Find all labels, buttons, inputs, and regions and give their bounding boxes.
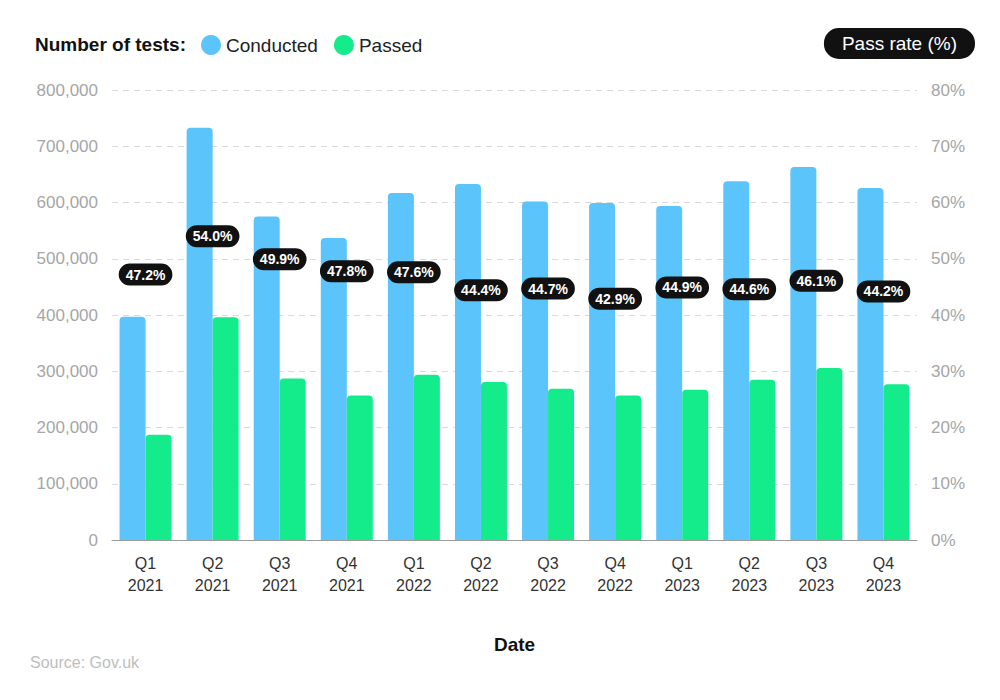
- svg-text:Passed: Passed: [359, 35, 422, 56]
- svg-text:Q1: Q1: [135, 555, 156, 572]
- svg-text:Conducted: Conducted: [226, 35, 318, 56]
- svg-text:10%: 10%: [931, 474, 965, 493]
- svg-text:Q2: Q2: [202, 555, 223, 572]
- svg-text:2021: 2021: [329, 577, 365, 594]
- svg-text:Source: Gov.uk: Source: Gov.uk: [30, 654, 140, 671]
- svg-text:44.6%: 44.6%: [729, 281, 769, 297]
- svg-text:2023: 2023: [866, 577, 902, 594]
- svg-text:44.7%: 44.7%: [528, 281, 568, 297]
- svg-text:49.9%: 49.9%: [260, 251, 300, 267]
- svg-text:300,000: 300,000: [37, 362, 98, 381]
- svg-text:54.0%: 54.0%: [193, 228, 233, 244]
- svg-text:70%: 70%: [931, 137, 965, 156]
- svg-text:47.2%: 47.2%: [126, 267, 166, 283]
- svg-text:Q1: Q1: [403, 555, 424, 572]
- svg-text:200,000: 200,000: [37, 418, 98, 437]
- svg-text:700,000: 700,000: [37, 137, 98, 156]
- svg-text:0%: 0%: [931, 531, 956, 550]
- svg-text:Number of tests:: Number of tests:: [35, 34, 186, 55]
- svg-text:50%: 50%: [931, 249, 965, 268]
- svg-text:500,000: 500,000: [37, 249, 98, 268]
- svg-text:20%: 20%: [931, 418, 965, 437]
- svg-text:47.6%: 47.6%: [394, 264, 434, 280]
- svg-text:80%: 80%: [931, 81, 965, 100]
- svg-text:44.9%: 44.9%: [662, 279, 702, 295]
- svg-text:Q3: Q3: [806, 555, 827, 572]
- svg-text:46.1%: 46.1%: [797, 273, 837, 289]
- svg-text:42.9%: 42.9%: [595, 291, 635, 307]
- svg-text:Q3: Q3: [537, 555, 558, 572]
- svg-text:44.2%: 44.2%: [864, 283, 904, 299]
- svg-text:Q1: Q1: [672, 555, 693, 572]
- svg-text:Q2: Q2: [739, 555, 760, 572]
- svg-text:2023: 2023: [731, 577, 767, 594]
- svg-text:800,000: 800,000: [37, 81, 98, 100]
- svg-text:Q2: Q2: [470, 555, 491, 572]
- svg-text:Pass rate (%): Pass rate (%): [842, 33, 957, 54]
- svg-text:2021: 2021: [128, 577, 164, 594]
- svg-text:2023: 2023: [664, 577, 700, 594]
- svg-text:Q3: Q3: [269, 555, 290, 572]
- svg-text:2023: 2023: [799, 577, 835, 594]
- svg-text:Q4: Q4: [604, 555, 625, 572]
- svg-text:0: 0: [89, 531, 98, 550]
- svg-text:2022: 2022: [597, 577, 633, 594]
- svg-text:2021: 2021: [195, 577, 231, 594]
- svg-text:Q4: Q4: [336, 555, 357, 572]
- svg-text:Date: Date: [494, 634, 535, 655]
- svg-text:600,000: 600,000: [37, 193, 98, 212]
- svg-text:2022: 2022: [396, 577, 432, 594]
- svg-text:100,000: 100,000: [37, 474, 98, 493]
- svg-text:Q4: Q4: [873, 555, 894, 572]
- svg-text:40%: 40%: [931, 306, 965, 325]
- svg-text:2022: 2022: [530, 577, 566, 594]
- svg-text:47.8%: 47.8%: [327, 263, 367, 279]
- svg-text:2022: 2022: [463, 577, 499, 594]
- svg-text:44.4%: 44.4%: [461, 282, 501, 298]
- svg-text:2021: 2021: [262, 577, 298, 594]
- svg-text:60%: 60%: [931, 193, 965, 212]
- svg-text:30%: 30%: [931, 362, 965, 381]
- svg-text:400,000: 400,000: [37, 306, 98, 325]
